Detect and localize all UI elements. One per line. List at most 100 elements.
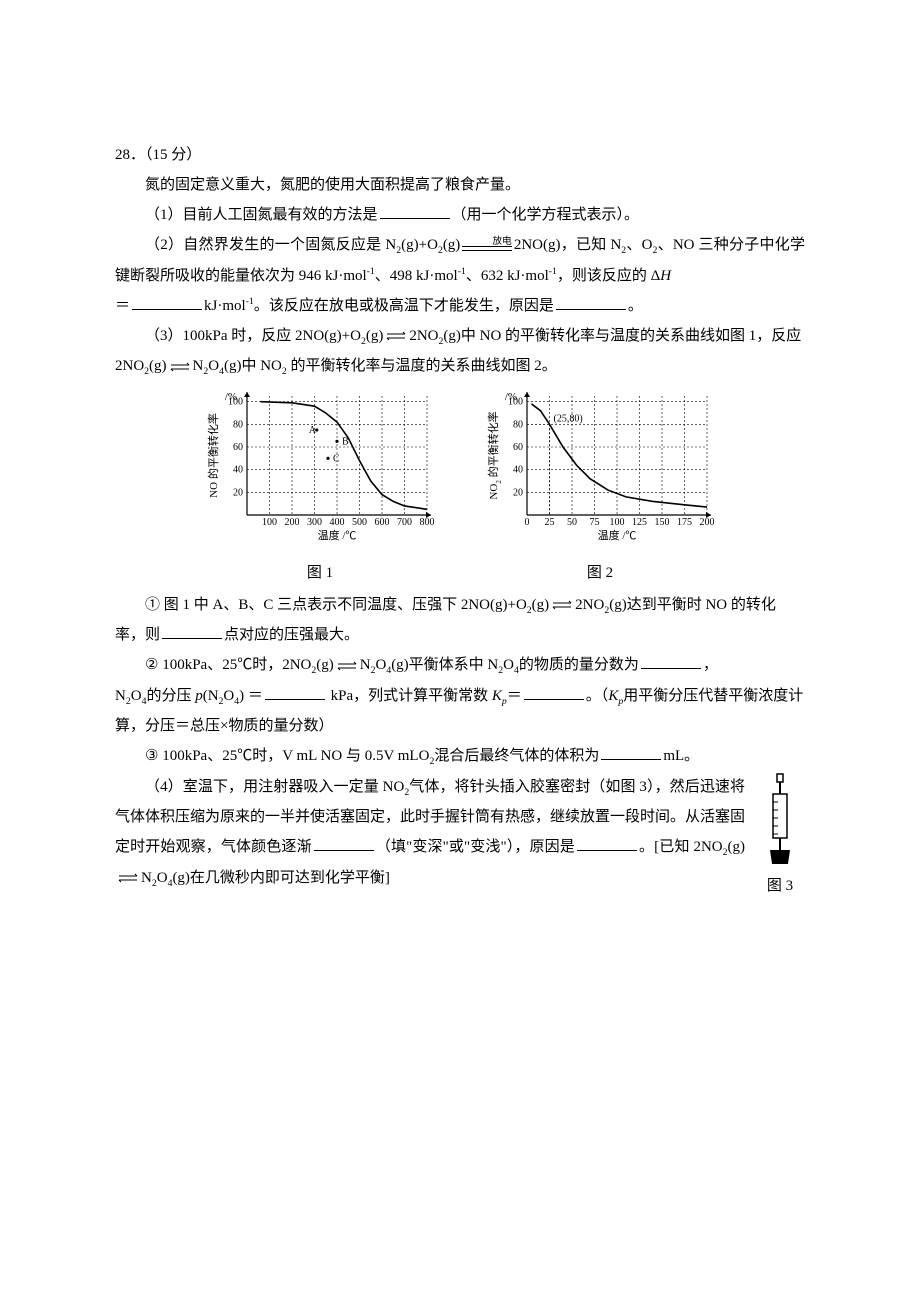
question-number: 28．（15 分） — [115, 140, 805, 170]
p3-h: (g)中 NO — [224, 358, 282, 374]
blank — [380, 203, 450, 219]
q3-2: ② 100kPa、25℃时，2NO2(g)N2O4(g)平衡体系中 N2O4的物… — [115, 650, 805, 681]
svg-text:0: 0 — [525, 517, 530, 528]
q32-b: (g) — [316, 657, 334, 673]
q32-a: ② 100kPa、25℃时，2NO — [145, 657, 311, 673]
q31-e: 点对应的压强最大。 — [224, 627, 359, 643]
p2-b: (g)+O — [401, 237, 438, 253]
reaction-condition: 放电 — [462, 238, 512, 251]
svg-text:温度 /℃: 温度 /℃ — [598, 528, 637, 542]
p4-g: O — [157, 870, 168, 886]
sup-neg1: -1 — [246, 296, 254, 307]
q3-2-cont: N2O4的分压 p(N2O4) ＝ kPa，列式计算平衡常数 Kp＝。（Kp用平… — [115, 681, 805, 742]
svg-text:/%: /% — [505, 391, 517, 403]
q33-c: mL。 — [663, 748, 699, 764]
p4-h: (g)在几微秒内即可达到化学平衡] — [172, 870, 390, 886]
part-3: （3）100kPa 时，反应 2NO(g)+O2(g)2NO2(g)中 NO 的… — [115, 321, 805, 382]
svg-text:40: 40 — [233, 464, 243, 475]
svg-text:400: 400 — [330, 517, 345, 528]
blank — [577, 835, 637, 851]
svg-text:200: 200 — [700, 517, 715, 528]
equilibrium-arrow-icon — [169, 362, 191, 372]
part-2-cont: ＝ kJ·mol-1。该反应在放电或极高温下才能发生，原因是 。 — [115, 291, 805, 321]
sup-neg1: -1 — [367, 266, 375, 277]
svg-text:25: 25 — [545, 517, 555, 528]
p2-i: ，则该反应的 Δ — [557, 268, 660, 284]
p4-a: （4）室温下，用注射器吸入一定量 NO — [145, 779, 404, 795]
svg-text:500: 500 — [352, 517, 367, 528]
p1-a: （1）目前人工固氮最有效的方法是 — [145, 207, 378, 223]
svg-text:NO 的平衡转化率: NO 的平衡转化率 — [206, 413, 220, 498]
q32-p: 。（ — [586, 688, 609, 704]
p2-k: kJ·mol — [204, 298, 246, 314]
cond-text: 放电 — [492, 236, 512, 247]
p2-d: 2NO(g)，已知 N — [514, 237, 621, 253]
p4-c: （填"变深"或"变浅"），原因是 — [376, 839, 575, 855]
period: 。 — [628, 298, 643, 314]
svg-text:80: 80 — [513, 419, 523, 430]
p3-i: 的平衡转化率与温度的关系曲线如图 2。 — [287, 358, 557, 374]
blank — [601, 744, 661, 760]
svg-text:700: 700 — [397, 517, 412, 528]
q32-l: O — [223, 688, 234, 704]
svg-text:60: 60 — [233, 442, 243, 453]
comma: ， — [703, 657, 718, 673]
chart-2: 025507510012515017520020406080100温度 /℃NO… — [485, 388, 715, 588]
svg-text:200: 200 — [285, 517, 300, 528]
svg-text:温度 /℃: 温度 /℃ — [318, 528, 357, 542]
equilibrium-arrow-icon — [385, 331, 407, 341]
p4-e: (g) — [728, 839, 746, 855]
svg-text:40: 40 — [513, 464, 523, 475]
q32-c: N — [360, 657, 371, 673]
p3-a: （3）100kPa 时，反应 2NO(g)+O — [145, 328, 361, 344]
svg-text:100: 100 — [262, 517, 277, 528]
kp-var: Kp — [492, 688, 507, 704]
svg-text:300: 300 — [307, 517, 322, 528]
svg-text:125: 125 — [632, 517, 647, 528]
p2-h: 、632 kJ·mol — [466, 268, 549, 284]
blank — [556, 294, 626, 310]
kp-var: Kp — [608, 688, 623, 704]
q32-m: ) ＝ — [239, 688, 263, 704]
chart-2-caption: 图 2 — [485, 558, 715, 588]
q32-k: (N — [203, 688, 219, 704]
q32-g: 的物质的量分数为 — [519, 657, 639, 673]
p-var: p — [195, 688, 203, 704]
q32-f: O — [503, 657, 514, 673]
p3-e: (g) — [149, 358, 167, 374]
blank — [265, 684, 325, 700]
p4-d: 。[已知 2NO — [639, 839, 723, 855]
q31-b: (g) — [532, 597, 550, 613]
svg-text:20: 20 — [233, 487, 243, 498]
intro-text: 氮的固定意义重大，氮肥的使用大面积提高了粮食产量。 — [115, 170, 805, 200]
syringe-icon — [764, 772, 796, 867]
svg-text:A: A — [309, 425, 317, 436]
svg-text:NO2 的平衡转化率: NO2 的平衡转化率 — [486, 411, 503, 499]
q32-n: kPa，列式计算平衡常数 — [327, 688, 492, 704]
q32-o: ＝ — [507, 688, 522, 704]
p2-g: 、498 kJ·mol — [375, 268, 458, 284]
part-4: （4）室温下，用注射器吸入一定量 NO2气体，将针头插入胶塞密封（如图 3），然… — [115, 772, 805, 894]
q33-b: 混合后最终气体的体积为 — [434, 748, 599, 764]
svg-text:/%: /% — [225, 391, 237, 403]
figure-3-caption: 图 3 — [755, 871, 805, 901]
sup-neg1: -1 — [549, 266, 557, 277]
p2-l: 。该反应在放电或极高温下才能发生，原因是 — [254, 298, 554, 314]
p2-e: 、O — [626, 237, 652, 253]
q32-e: (g)平衡体系中 N — [391, 657, 498, 673]
p1-b: （用一个化学方程式表示）。 — [452, 207, 640, 223]
svg-text:B: B — [342, 436, 349, 447]
svg-text:20: 20 — [513, 487, 523, 498]
blank — [162, 623, 222, 639]
chart-2-svg: 025507510012515017520020406080100温度 /℃NO… — [485, 388, 715, 543]
svg-text:175: 175 — [677, 517, 692, 528]
q32-i: O — [131, 688, 142, 704]
delta-h: H — [660, 268, 671, 284]
svg-text:800: 800 — [420, 517, 435, 528]
q33-a: ③ 100kPa、25℃时，V mL NO 与 0.5V mLO — [145, 748, 429, 764]
p2-j: ＝ — [115, 298, 130, 314]
q3-1: ① 图 1 中 A、B、C 三点表示不同温度、压强下 2NO(g)+O2(g)2… — [115, 590, 805, 651]
svg-text:80: 80 — [233, 419, 243, 430]
p2-c: (g) — [443, 237, 461, 253]
q32-j: 的分压 — [146, 688, 195, 704]
